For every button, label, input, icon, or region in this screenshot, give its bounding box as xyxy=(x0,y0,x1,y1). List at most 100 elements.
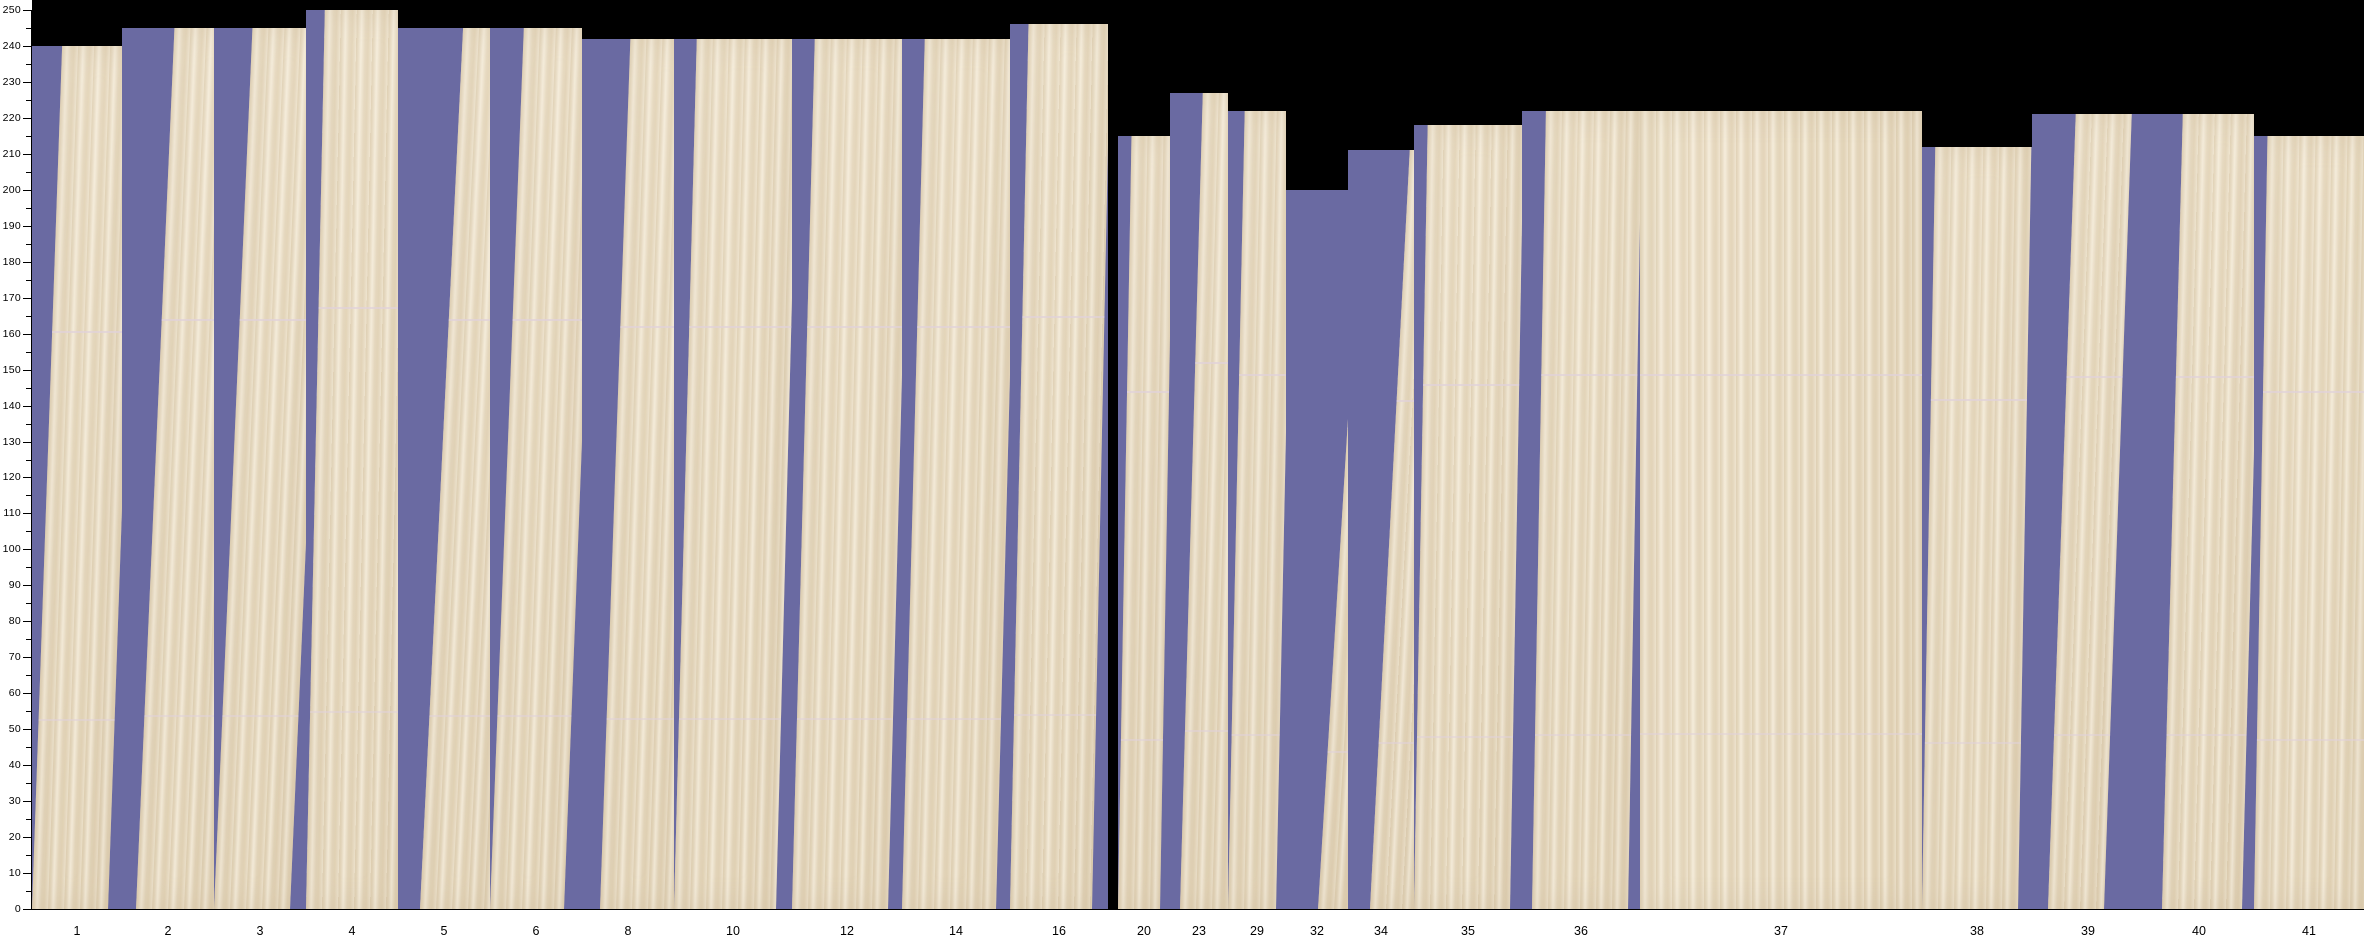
x-axis-line xyxy=(32,909,2364,910)
wood-seam-line xyxy=(429,715,490,718)
bar[interactable] xyxy=(1286,189,1348,909)
wood-seam-line xyxy=(1022,316,1105,319)
wood-seam-line xyxy=(1423,383,1520,386)
y-tick-minor xyxy=(26,243,32,245)
plot-area xyxy=(32,10,2364,909)
y-tick-label: 250 xyxy=(2,3,21,16)
x-tick-label: 12 xyxy=(840,924,854,938)
y-axis: 0 10 20 30 40 50 60 70 80 90 100 110 120 130 140 150 160… xyxy=(0,0,32,950)
y-tick-minor xyxy=(26,27,32,29)
bar[interactable] xyxy=(1170,92,1228,909)
bar[interactable] xyxy=(674,38,792,909)
wood-seam-line xyxy=(310,711,398,714)
y-tick-minor xyxy=(26,675,32,677)
bar[interactable] xyxy=(1414,125,1522,909)
y-tick-major xyxy=(23,405,32,407)
y-tick-major xyxy=(23,801,32,803)
wood-seam-line xyxy=(1930,398,2027,401)
bar[interactable] xyxy=(2032,114,2144,909)
wood-seam-line xyxy=(1541,374,1638,377)
bar[interactable] xyxy=(1922,146,2032,909)
wood-seam-line xyxy=(1327,750,1348,753)
y-tick-minor xyxy=(26,639,32,641)
wood-seam-line xyxy=(1640,733,1922,736)
y-tick-label: 120 xyxy=(2,471,21,484)
y-tick-minor xyxy=(26,315,32,317)
x-tick-label: 35 xyxy=(1461,924,1475,938)
y-tick-major xyxy=(23,585,32,587)
y-tick-minor xyxy=(26,387,32,389)
x-tick-label: 6 xyxy=(532,924,540,938)
y-tick-label: 50 xyxy=(8,722,21,735)
bar[interactable] xyxy=(306,10,398,909)
x-tick-label: 8 xyxy=(624,924,632,938)
wood-seam-line xyxy=(2256,738,2364,741)
bar[interactable] xyxy=(1348,150,1414,909)
wood-seam-line xyxy=(1924,741,2021,744)
bar[interactable] xyxy=(1228,110,1286,909)
bar[interactable] xyxy=(2144,114,2254,909)
x-tick-label: 39 xyxy=(2081,924,2095,938)
x-tick-label: 4 xyxy=(348,924,356,938)
wood-seam-line xyxy=(1535,733,1632,736)
x-tick-label: 20 xyxy=(1137,924,1151,938)
y-tick-minor xyxy=(26,459,32,461)
x-tick-label: 3 xyxy=(256,924,264,938)
wood-seam-line xyxy=(497,715,572,718)
bar-wood-texture xyxy=(1640,110,1922,909)
y-tick-label: 70 xyxy=(8,651,21,664)
y-tick-major xyxy=(23,261,32,263)
y-tick-major xyxy=(23,693,32,695)
y-tick-major xyxy=(23,477,32,479)
wood-seam-line xyxy=(1378,742,1414,745)
wood-seam-line xyxy=(52,330,122,333)
wood-seam-line xyxy=(512,318,582,321)
wood-seam-line xyxy=(606,717,674,720)
y-tick-label: 0 xyxy=(14,902,21,915)
bar[interactable] xyxy=(1522,110,1640,909)
wood-seam-line xyxy=(239,318,306,321)
y-tick-major xyxy=(23,153,32,155)
y-tick-major xyxy=(23,189,32,191)
x-tick-label: 10 xyxy=(726,924,740,938)
y-tick-label: 150 xyxy=(2,363,21,376)
bar[interactable] xyxy=(490,27,582,909)
wood-seam-line xyxy=(1195,362,1228,365)
x-tick-label: 14 xyxy=(949,924,963,938)
bar[interactable] xyxy=(122,27,214,909)
bar[interactable] xyxy=(1010,24,1108,909)
bar[interactable] xyxy=(2254,135,2364,909)
bar[interactable] xyxy=(398,27,490,909)
bar[interactable] xyxy=(214,27,306,909)
x-tick-label: 16 xyxy=(1052,924,1066,938)
wood-seam-line xyxy=(906,717,1002,720)
bar-wood-texture xyxy=(1414,125,1522,909)
wood-seam-line xyxy=(678,717,782,720)
wood-seam-line xyxy=(796,717,894,720)
wood-seam-line xyxy=(2166,734,2247,737)
y-tick-label: 230 xyxy=(2,75,21,88)
y-tick-label: 30 xyxy=(8,794,21,807)
y-tick-minor xyxy=(26,747,32,749)
y-tick-minor xyxy=(26,99,32,101)
bar[interactable] xyxy=(1640,110,1922,909)
y-tick-label: 160 xyxy=(2,327,21,340)
bar[interactable] xyxy=(32,45,122,909)
x-tick-label: 36 xyxy=(1574,924,1588,938)
wood-seam-line xyxy=(620,325,674,328)
wood-seam-line xyxy=(1231,733,1280,736)
bar[interactable] xyxy=(582,38,674,909)
y-tick-major xyxy=(23,81,32,83)
wood-seam-line xyxy=(2066,376,2123,379)
x-tick-label: 5 xyxy=(440,924,448,938)
y-tick-label: 220 xyxy=(2,111,21,124)
bar[interactable] xyxy=(1118,135,1170,909)
y-tick-minor xyxy=(26,279,32,281)
y-tick-minor xyxy=(26,171,32,173)
bar[interactable] xyxy=(902,38,1010,909)
y-tick-label: 180 xyxy=(2,255,21,268)
y-tick-minor xyxy=(26,891,32,893)
y-tick-label: 110 xyxy=(3,507,21,520)
wood-seam-line xyxy=(1416,736,1514,739)
bar[interactable] xyxy=(792,38,902,909)
